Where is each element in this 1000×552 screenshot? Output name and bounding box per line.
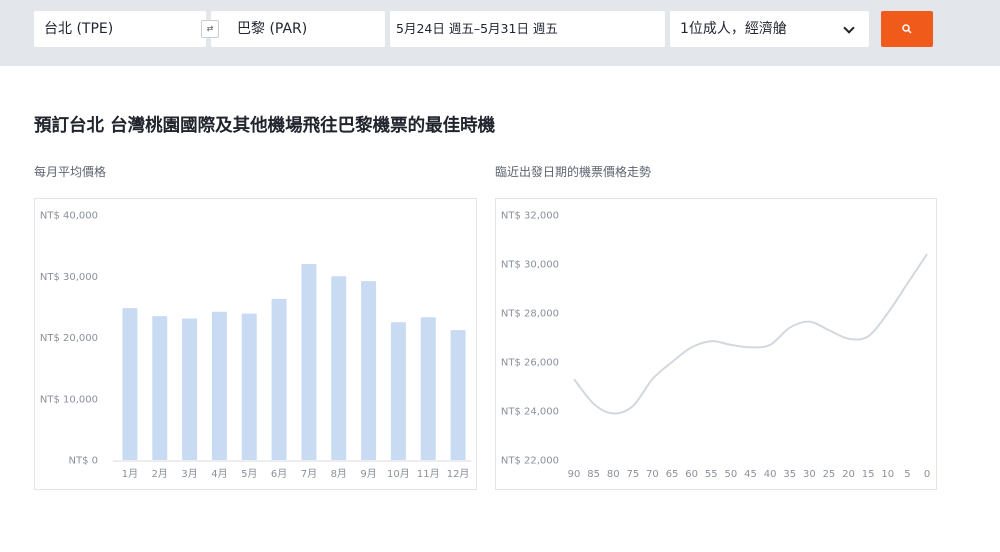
x-tick-label: 80 [607,469,620,480]
search-icon [902,24,912,34]
x-tick-label: 75 [626,469,639,480]
destination-text: 巴黎 (PAR) [237,21,308,37]
y-tick-label: NT$ 26,000 [501,358,559,369]
price-trend-chart: NT$ 22,000 NT$ 24,000 NT$ 26,000 NT$ 28,000… [495,198,937,490]
passengers-cabin-text: 1位成人，經濟艙 [680,21,787,37]
y-tick-label: NT$ 20,000 [40,333,98,344]
x-tick-label: 30 [803,469,816,480]
bar-4 [211,311,227,460]
x-tick-label: 1月 [122,468,138,480]
x-tick-label: 12月 [447,468,470,480]
x-tick-label: 5 [904,469,910,480]
origin-field[interactable]: 台北 (TPE) [34,11,206,47]
bar-8 [331,276,347,460]
x-tick-label: 2月 [152,468,168,480]
date-range-text: 5月24日 週五–5月31日 週五 [396,21,558,36]
date-range-field[interactable]: 5月24日 週五–5月31日 週五 [390,11,665,47]
x-tick-label: 65 [666,469,679,480]
x-tick-label: 90 [568,469,581,480]
x-tick-label: 0 [924,469,930,480]
passengers-cabin-select[interactable]: 1位成人，經濟艙 [670,11,869,47]
bar-7 [301,264,317,460]
x-tick-label: 4月 [211,468,227,480]
y-tick-label: NT$ 32,000 [501,211,559,222]
x-tick-label: 15 [862,469,875,480]
bar-10 [390,322,406,460]
x-tick-label: 3月 [181,468,197,480]
y-tick-label: NT$ 30,000 [501,260,559,271]
y-tick-label: NT$ 24,000 [501,407,559,418]
x-tick-label: 25 [823,469,836,480]
price-trend-line [573,253,928,415]
x-tick-label: 60 [685,469,698,480]
x-tick-label: 5月 [241,468,257,480]
x-tick-label: 45 [744,469,757,480]
chevron-down-icon [843,22,855,34]
x-tick-label: 6月 [271,468,287,480]
y-tick-label: NT$ 22,000 [501,456,559,467]
x-tick-label: 20 [842,469,855,480]
x-tick-label: 10 [881,469,894,480]
monthly-price-chart-svg: NT$ 0 NT$ 10,000 NT$ 20,000 NT$ 30,000 NT$ 4… [40,211,471,480]
x-tick-label: 9月 [360,468,376,480]
x-tick-label: 11月 [417,468,440,480]
y-tick-label: NT$ 40,000 [40,211,98,222]
price-trend-chart-svg: NT$ 22,000 NT$ 24,000 NT$ 26,000 NT$ 28,000… [501,211,930,481]
bar-12 [450,330,466,460]
y-tick-label: NT$ 30,000 [40,272,98,283]
bar-3 [182,318,198,460]
bar-11 [420,317,436,460]
bar-5 [241,313,257,460]
monthly-price-label: 每月平均價格 [34,165,107,179]
destination-field[interactable]: 巴黎 (PAR) [211,11,385,47]
bar-2 [152,316,168,460]
origin-text: 台北 (TPE) [44,21,114,37]
x-tick-label: 55 [705,469,718,480]
search-bar: 台北 (TPE) ⇄ 巴黎 (PAR) 5月24日 週五–5月31日 週五 1位… [0,0,1000,66]
bar-1 [122,308,138,460]
x-tick-label: 10月 [387,468,410,480]
y-tick-label: NT$ 28,000 [501,309,559,320]
bar-9 [361,281,377,460]
y-tick-label: NT$ 0 [69,456,99,467]
monthly-price-chart: NT$ 0 NT$ 10,000 NT$ 20,000 NT$ 30,000 NT$ 4… [34,198,477,490]
page-title: 預訂台北 台灣桃園國際及其他機場飛往巴黎機票的最佳時機 [34,116,496,136]
x-tick-label: 8月 [331,468,347,480]
x-tick-label: 40 [764,469,777,480]
search-button[interactable] [881,11,933,47]
bar-6 [271,298,287,460]
swap-icon[interactable]: ⇄ [201,20,219,38]
y-tick-label: NT$ 10,000 [40,394,98,405]
swap-glyph: ⇄ [206,24,214,33]
x-tick-label: 7月 [301,468,317,480]
x-tick-label: 70 [646,469,659,480]
x-tick-label: 85 [587,469,600,480]
x-tick-label: 50 [725,469,738,480]
x-tick-label: 35 [783,469,796,480]
price-trend-label: 臨近出發日期的機票價格走勢 [495,165,652,179]
